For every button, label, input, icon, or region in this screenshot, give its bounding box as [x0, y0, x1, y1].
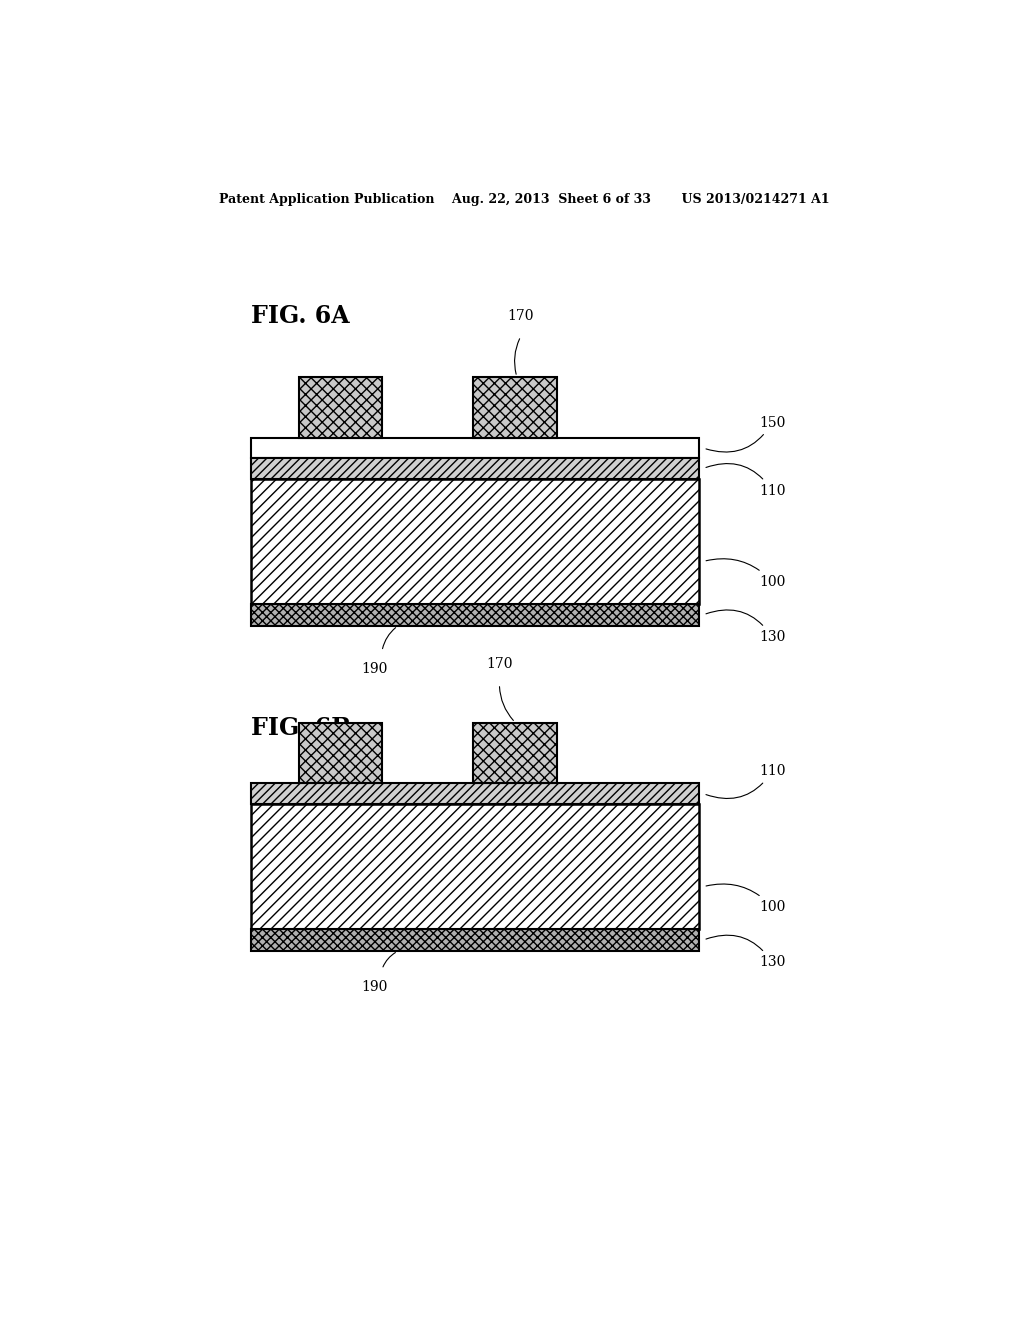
Text: FIG. 6B: FIG. 6B — [251, 715, 351, 739]
Text: 190: 190 — [360, 979, 387, 994]
Text: 170: 170 — [508, 309, 535, 323]
Bar — [251, 479, 699, 603]
Text: 130: 130 — [706, 610, 785, 644]
Bar — [251, 784, 699, 804]
Text: 130: 130 — [706, 935, 785, 969]
Bar — [473, 378, 557, 438]
Text: 100: 100 — [707, 558, 785, 589]
Text: 150: 150 — [706, 416, 785, 451]
Bar — [299, 722, 382, 784]
Text: 110: 110 — [706, 764, 785, 799]
Bar — [251, 603, 699, 626]
Text: Patent Application Publication    Aug. 22, 2013  Sheet 6 of 33       US 2013/021: Patent Application Publication Aug. 22, … — [219, 193, 830, 206]
Text: 110: 110 — [706, 463, 785, 498]
Text: 170: 170 — [486, 656, 513, 671]
Bar — [473, 722, 557, 784]
Bar — [251, 804, 699, 929]
Bar — [299, 378, 382, 438]
Text: 100: 100 — [707, 884, 785, 913]
Bar — [251, 458, 699, 479]
Text: FIG. 6A: FIG. 6A — [251, 304, 349, 327]
Bar — [251, 929, 699, 952]
Text: 190: 190 — [360, 661, 387, 676]
Bar — [251, 438, 699, 458]
